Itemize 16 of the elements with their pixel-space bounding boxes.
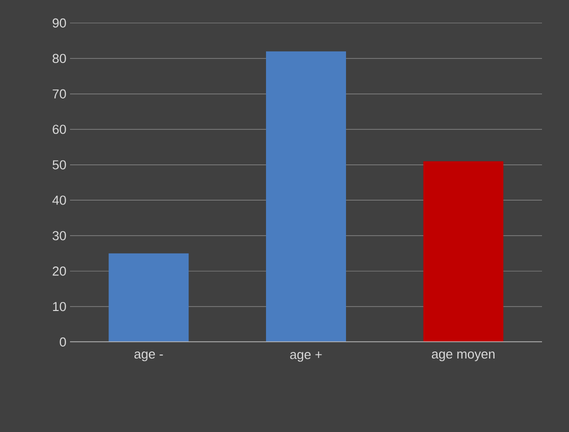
x-tick-label: age moyen — [432, 352, 495, 362]
bar — [266, 51, 346, 342]
y-tick-label: 70 — [52, 89, 66, 98]
bar — [423, 161, 504, 342]
y-tick-label: 0 — [60, 337, 66, 347]
y-tick-label: 50 — [52, 160, 66, 170]
bar — [108, 253, 189, 342]
y-tick-label: 80 — [52, 54, 66, 64]
y-tick-label: 10 — [53, 302, 66, 312]
y-tick-label: 60 — [52, 124, 66, 134]
x-tick-label: age + — [290, 352, 322, 362]
y-tick-label: 40 — [52, 196, 66, 205]
y-tick-label: 90 — [52, 18, 66, 28]
y-tick-label: 30 — [52, 231, 66, 240]
x-tick-label: age - — [134, 352, 163, 362]
y-tick-label: 20 — [52, 266, 66, 276]
